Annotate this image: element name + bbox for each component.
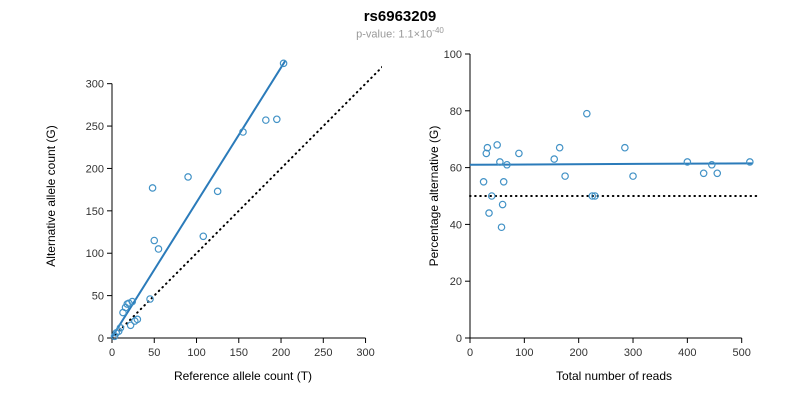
percentage-alternative-scatter-plot: 0 100 200 300 400 500 0 20 40 60 80 100 Total number… bbox=[427, 49, 759, 383]
data-point bbox=[493, 141, 501, 149]
allele-count-scatter-plot: 0 50 100 150 200 250 300 0 50 100 150 200 250 300 Refe… bbox=[44, 59, 382, 383]
y-tick-label: 80 bbox=[450, 106, 462, 118]
data-point bbox=[485, 209, 493, 217]
data-point bbox=[213, 187, 222, 196]
y-tick-label: 150 bbox=[86, 206, 104, 218]
y-tick-label: 100 bbox=[86, 248, 104, 260]
data-point bbox=[199, 232, 208, 241]
x-tick-label: 300 bbox=[356, 347, 374, 359]
dotted-reference-line bbox=[111, 65, 382, 339]
pvalue-exponent: -40 bbox=[432, 26, 444, 35]
plot-title: rs6963209 bbox=[363, 8, 437, 25]
plot-subtitle: p-value: 1.1×10-40 bbox=[0, 26, 800, 41]
data-point bbox=[126, 321, 135, 330]
y-tick-label: 300 bbox=[86, 79, 104, 91]
data-point bbox=[273, 115, 281, 124]
x-tick-label: 250 bbox=[314, 347, 332, 359]
data-point bbox=[683, 158, 692, 166]
data-point bbox=[154, 245, 163, 253]
y-axis-label: Alternative allele count (G) bbox=[44, 125, 58, 266]
x-tick-label: 100 bbox=[187, 347, 205, 359]
x-tick-label: 150 bbox=[230, 347, 248, 359]
data-point bbox=[279, 59, 288, 68]
data-point bbox=[262, 116, 270, 124]
data-point bbox=[496, 158, 504, 166]
data-point bbox=[621, 143, 629, 152]
data-point bbox=[550, 155, 559, 163]
x-axis-label: Total number of reads bbox=[556, 369, 672, 383]
data-point bbox=[128, 297, 137, 306]
x-tick-label: 0 bbox=[467, 347, 473, 359]
data-point bbox=[239, 128, 247, 136]
data-point bbox=[184, 173, 192, 181]
data-point bbox=[148, 184, 157, 192]
data-point bbox=[146, 295, 154, 303]
x-tick-label: 400 bbox=[678, 347, 696, 359]
x-tick-label: 50 bbox=[148, 347, 160, 359]
data-point bbox=[479, 178, 488, 186]
y-tick-label: 200 bbox=[86, 163, 104, 175]
data-point bbox=[583, 109, 591, 118]
y-tick-label: 0 bbox=[98, 333, 104, 345]
data-point bbox=[746, 158, 754, 166]
y-tick-label: 100 bbox=[444, 49, 462, 61]
x-tick-label: 200 bbox=[569, 347, 587, 359]
pvalue-text: p-value: 1.1×10 bbox=[356, 28, 433, 41]
data-point bbox=[150, 236, 159, 245]
x-tick-label: 500 bbox=[733, 347, 751, 359]
y-tick-label: 20 bbox=[450, 276, 462, 288]
y-axis-label: Percentage alternative (G) bbox=[427, 126, 441, 267]
x-tick-label: 300 bbox=[624, 347, 642, 359]
data-point bbox=[555, 143, 564, 152]
data-point bbox=[498, 200, 507, 209]
data-point bbox=[499, 178, 508, 186]
data-point bbox=[629, 172, 637, 180]
fit-line bbox=[469, 162, 753, 166]
data-point bbox=[487, 192, 496, 200]
data-point bbox=[588, 192, 597, 200]
data-point bbox=[116, 324, 125, 332]
y-tick-label: 40 bbox=[450, 219, 462, 231]
data-point bbox=[497, 223, 506, 232]
data-point bbox=[503, 160, 511, 169]
data-point bbox=[515, 149, 523, 158]
data-point bbox=[483, 143, 492, 152]
data-point bbox=[561, 172, 569, 180]
y-tick-label: 50 bbox=[92, 291, 104, 303]
y-tick-label: 250 bbox=[86, 121, 104, 133]
x-tick-label: 200 bbox=[272, 347, 290, 359]
y-tick-label: 0 bbox=[456, 333, 462, 345]
data-point bbox=[713, 169, 722, 178]
data-point bbox=[708, 160, 716, 169]
y-tick-label: 60 bbox=[450, 163, 462, 175]
x-axis-label: Reference allele count (T) bbox=[174, 369, 312, 383]
x-tick-label: 0 bbox=[109, 347, 115, 359]
data-point bbox=[133, 315, 142, 324]
data-point bbox=[699, 169, 708, 178]
x-tick-label: 100 bbox=[515, 347, 533, 359]
fit-line bbox=[111, 60, 287, 338]
data-point bbox=[591, 192, 599, 200]
